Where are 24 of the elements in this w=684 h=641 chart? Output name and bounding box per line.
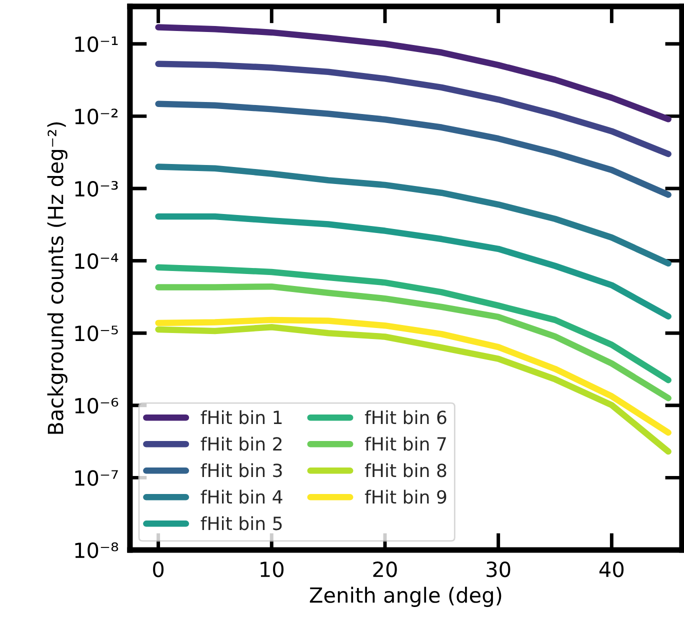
x-tick-label: 10 <box>260 561 284 578</box>
legend-label: fHit bin 3 <box>200 463 282 478</box>
legend-label: fHit bin 4 <box>200 490 282 504</box>
x-tick-label: 40 <box>599 561 624 578</box>
y-axis-title: Background counts (Hz deg⁻²) <box>47 122 68 434</box>
legend-label: fHit bin 7 <box>364 436 446 451</box>
legend-label: fHit bin 2 <box>200 436 282 451</box>
x-tick-label: 0 <box>153 561 164 578</box>
legend-label: fHit bin 1 <box>200 410 282 424</box>
y-tick-label: 10⁻³ <box>75 180 118 197</box>
y-tick-label: 10⁻² <box>75 108 118 124</box>
legend-label: fHit bin 9 <box>364 490 446 504</box>
y-tick-label: 10⁻⁵ <box>75 326 118 342</box>
y-tick-label: 10⁻⁸ <box>75 542 118 558</box>
x-tick-label: 30 <box>486 561 510 578</box>
x-tick-label: 20 <box>373 561 397 578</box>
y-tick-label: 10⁻⁷ <box>75 470 118 486</box>
x-axis-title: Zenith angle (deg) <box>310 586 502 607</box>
y-tick-label: 10⁻¹ <box>75 36 118 52</box>
legend-label: fHit bin 5 <box>200 516 282 530</box>
y-tick-label: 10⁻⁶ <box>75 398 118 414</box>
legend-label: fHit bin 8 <box>364 463 446 478</box>
y-tick-label: 10⁻⁴ <box>75 253 118 269</box>
legend-label: fHit bin 6 <box>364 410 446 424</box>
